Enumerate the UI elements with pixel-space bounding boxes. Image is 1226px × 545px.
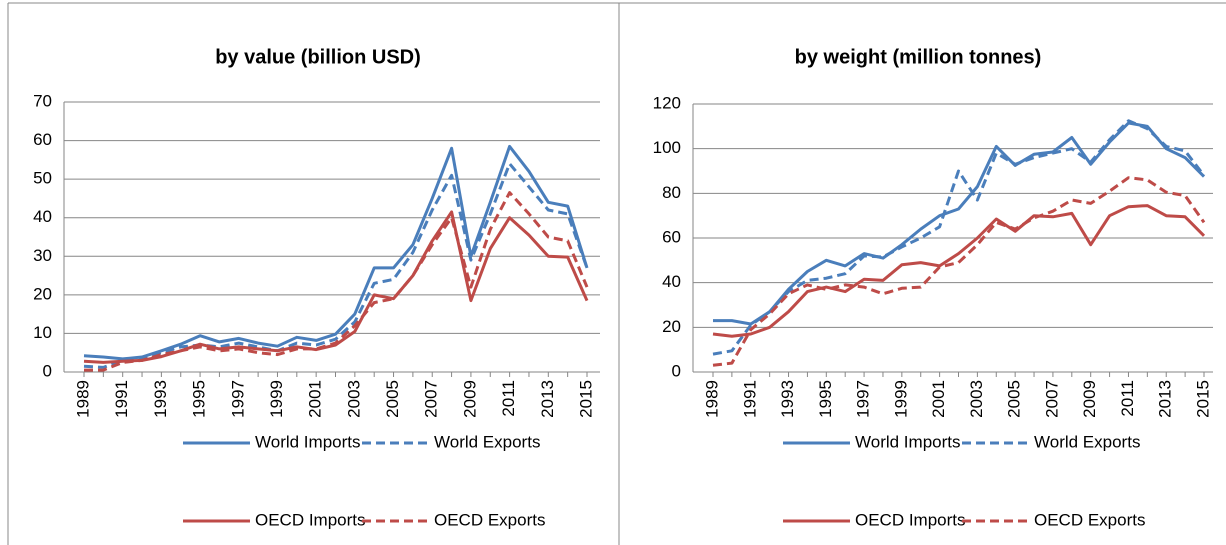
chart-title: by weight (million tonnes): [795, 46, 1042, 68]
series-line: [712, 119, 1206, 356]
legend-label: World Imports: [855, 432, 961, 451]
x-tick-label: 1991: [112, 380, 131, 418]
y-tick-label: 60: [33, 130, 52, 149]
legend-label: OECD Imports: [855, 510, 966, 529]
series-line: [83, 144, 589, 361]
x-tick-label: 2001: [306, 380, 325, 418]
x-tick-label: 2015: [1193, 380, 1212, 418]
legend-label: OECD Imports: [255, 510, 366, 529]
x-tick-label: 2011: [1118, 380, 1137, 417]
x-tick-label: 1993: [778, 380, 797, 418]
y-tick-label: 0: [672, 361, 681, 380]
legend-label: OECD Exports: [1034, 510, 1145, 529]
x-tick-label: 1999: [267, 380, 286, 418]
y-tick-label: 70: [33, 91, 52, 110]
x-tick-label: 2013: [1156, 380, 1175, 418]
x-tick-label: 2009: [1080, 380, 1099, 418]
x-tick-label: 2003: [344, 380, 363, 418]
y-tick-label: 20: [662, 317, 681, 336]
x-tick-label: 2013: [538, 380, 557, 418]
legend-label: World Exports: [434, 432, 540, 451]
y-tick-label: 30: [33, 246, 52, 265]
series-line: [712, 204, 1206, 338]
series-line: [83, 162, 589, 369]
legend-label: World Imports: [255, 432, 361, 451]
x-tick-label: 1997: [854, 380, 873, 418]
x-tick-label: 1993: [151, 380, 170, 418]
x-tick-label: 2005: [383, 380, 402, 418]
x-tick-label: 2009: [460, 380, 479, 418]
y-tick-label: 40: [662, 272, 681, 291]
y-tick-label: 120: [653, 93, 681, 112]
x-tick-label: 2005: [1005, 380, 1024, 418]
chart-title: by value (billion USD): [215, 46, 421, 68]
y-tick-label: 50: [33, 169, 52, 188]
x-tick-label: 2007: [1042, 380, 1061, 418]
x-tick-label: 1995: [190, 380, 209, 418]
legend-label: OECD Exports: [434, 510, 545, 529]
x-tick-label: 1997: [228, 380, 247, 418]
x-tick-label: 2011: [499, 380, 518, 417]
y-tick-label: 100: [653, 138, 681, 157]
y-tick-label: 40: [33, 207, 52, 226]
x-tick-label: 1989: [73, 380, 92, 418]
y-tick-label: 10: [33, 323, 52, 342]
series-line: [84, 191, 589, 372]
x-tick-label: 1991: [740, 380, 759, 418]
series-line: [713, 121, 1206, 326]
y-tick-label: 0: [43, 361, 52, 380]
x-tick-label: 2001: [929, 380, 948, 418]
y-tick-label: 60: [662, 227, 681, 246]
x-tick-label: 2007: [422, 380, 441, 418]
x-tick-label: 2015: [576, 380, 595, 418]
y-tick-label: 20: [33, 284, 52, 303]
x-tick-label: 1989: [702, 380, 721, 418]
legend-label: World Exports: [1034, 432, 1140, 451]
x-tick-label: 1999: [891, 380, 910, 418]
series-line: [712, 176, 1206, 367]
x-tick-label: 2003: [967, 380, 986, 418]
x-tick-label: 1995: [816, 380, 835, 418]
y-tick-label: 80: [662, 183, 681, 202]
